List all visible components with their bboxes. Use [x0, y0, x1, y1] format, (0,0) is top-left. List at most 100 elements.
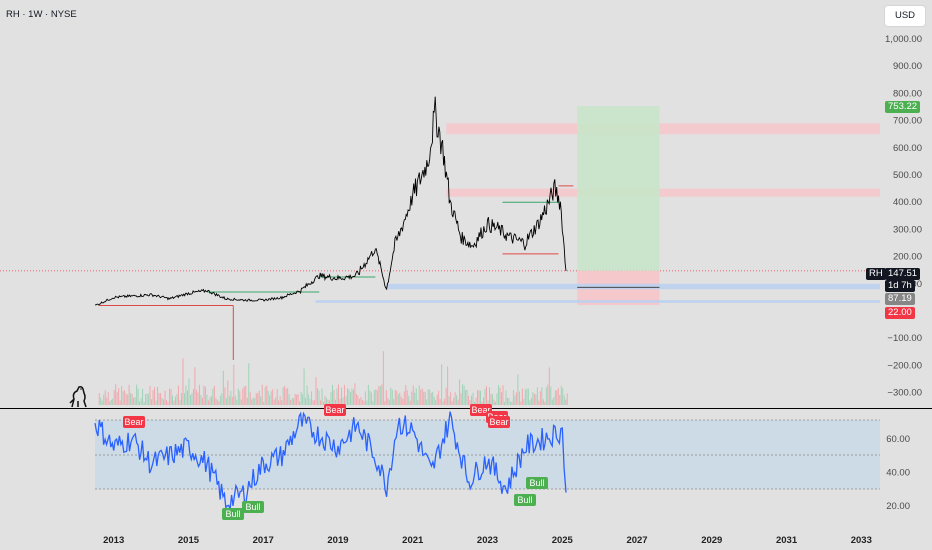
volume-bar	[390, 387, 392, 405]
volume-bar	[225, 398, 227, 405]
volume-bar	[475, 397, 477, 405]
volume-bar	[113, 389, 115, 405]
volume-bar	[239, 391, 241, 405]
volume-bar	[177, 385, 179, 405]
volume-bar	[305, 397, 307, 405]
volume-bar	[445, 387, 447, 405]
volume-bar	[388, 399, 390, 405]
volume-bar	[433, 396, 435, 405]
volume-bar	[263, 401, 265, 405]
rsi-line	[94, 411, 567, 510]
volume-bar	[553, 397, 555, 405]
volume-bar	[206, 394, 208, 405]
volume-bar	[119, 400, 121, 405]
signal-tag-text: Bull	[529, 478, 544, 488]
volume-bar	[447, 366, 449, 405]
volume-bar	[450, 392, 452, 405]
signal-label-bull: Bull	[526, 477, 548, 489]
volume-bar	[367, 384, 369, 405]
currency-button[interactable]: USD	[884, 5, 926, 27]
price-axis-label: 700.00	[893, 116, 922, 127]
volume-bar	[157, 387, 159, 405]
volume-bar	[351, 388, 353, 405]
volume-bar	[493, 399, 495, 405]
volume-bar	[180, 393, 182, 405]
volume-bar	[532, 392, 534, 405]
volume-bar	[204, 387, 206, 405]
volume-bar	[282, 387, 284, 405]
volume-bar	[343, 384, 345, 405]
volume-bar	[337, 384, 339, 405]
volume-bar	[381, 384, 383, 405]
volume-bar	[402, 398, 404, 405]
volume-bar	[275, 397, 277, 405]
volume-bar	[243, 386, 245, 405]
volume-bar	[216, 399, 218, 405]
volume-bar	[521, 388, 523, 405]
time-axis-label: 2027	[626, 535, 647, 546]
volume-bar	[421, 388, 423, 405]
volume-bar	[420, 389, 422, 405]
volume-bar	[387, 398, 389, 405]
volume-bar	[167, 401, 169, 405]
volume-bar	[342, 397, 344, 405]
volume-bar	[115, 384, 117, 405]
volume-bar	[163, 399, 165, 405]
volume-bar	[194, 367, 196, 405]
volume-bar	[195, 389, 197, 405]
time-axis-label: 2023	[477, 535, 498, 546]
volume-bar	[118, 388, 120, 405]
volume-bar	[158, 393, 160, 405]
volume-bar	[500, 392, 502, 405]
volume-bar	[509, 401, 511, 405]
volume-bar	[333, 390, 335, 405]
volume-bar	[246, 397, 248, 405]
volume-bar	[272, 389, 274, 405]
signal-label-bear: Bear	[123, 416, 145, 428]
volume-bar	[197, 392, 199, 405]
volume-bar	[363, 400, 365, 405]
signal-tag-text: Bear	[471, 405, 490, 415]
volume-bar	[533, 393, 535, 405]
rsi-axis-label: 40.00	[886, 467, 910, 478]
volume-bar	[182, 358, 184, 405]
volume-bar	[125, 393, 127, 405]
volume-bar	[471, 395, 473, 405]
volume-bar	[426, 399, 428, 405]
volume-bar	[399, 392, 401, 405]
volume-bar	[499, 387, 501, 405]
volume-bar	[324, 396, 326, 405]
volume-bar	[406, 390, 408, 405]
volume-bar	[539, 391, 541, 405]
volume-bar	[318, 390, 320, 405]
volume-bar	[563, 395, 565, 405]
signal-tag-text: Bear	[325, 405, 344, 415]
volume-bar	[357, 395, 359, 405]
signal-tag-bg	[488, 416, 510, 428]
volume-bar	[372, 400, 374, 405]
volume-bar	[294, 393, 296, 405]
volume-bar	[565, 399, 567, 405]
volume-bar	[382, 351, 384, 405]
volume-bar	[415, 388, 417, 405]
volume-bar	[169, 388, 171, 405]
price-axis-label: 600.00	[893, 143, 922, 154]
volume-bar	[148, 393, 150, 405]
volume-bar	[281, 400, 283, 405]
volume-bar	[530, 398, 532, 405]
time-axis-label: 2025	[552, 535, 574, 546]
volume-bar	[354, 383, 356, 405]
volume-bar	[228, 396, 230, 405]
signal-tag-text: Bear	[489, 417, 508, 427]
volume-bar	[542, 399, 544, 405]
volume-bar	[285, 388, 287, 405]
volume-bar	[336, 388, 338, 405]
volume-bar	[394, 389, 396, 405]
volume-bar	[231, 397, 233, 405]
volume-bar	[323, 401, 325, 405]
volume-bar	[451, 401, 453, 405]
volume-bar	[249, 392, 251, 405]
volume-bar	[326, 397, 328, 405]
volume-bar	[352, 389, 354, 405]
